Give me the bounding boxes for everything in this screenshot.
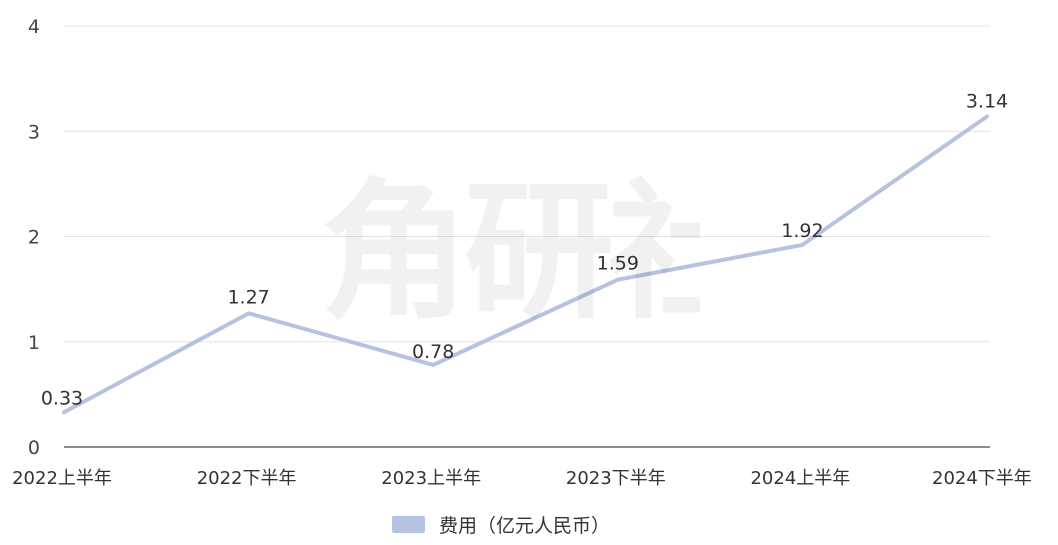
x-tick-label: 2022上半年 (12, 468, 112, 489)
x-tick-label: 2024下半年 (932, 468, 1032, 489)
data-point (985, 115, 989, 119)
data-point (800, 243, 804, 247)
y-axis-tick-labels: 0 1 2 3 4 (28, 16, 40, 459)
data-point (62, 410, 66, 414)
y-tick-label: 4 (28, 16, 40, 38)
grid-lines (64, 25, 990, 343)
y-tick-label: 2 (28, 227, 40, 249)
data-point (431, 363, 435, 367)
x-axis-tick-labels: 2022上半年 2022下半年 2023上半年 2023下半年 2024上半年 2024下… (12, 468, 1032, 489)
data-label: 0.78 (412, 341, 454, 363)
data-labels: 0.33 1.27 0.78 1.59 1.92 3.14 (41, 91, 1008, 410)
series-line (62, 114, 989, 415)
y-tick-label: 3 (28, 121, 40, 143)
data-label: 1.92 (781, 220, 823, 242)
data-label: 1.59 (597, 253, 639, 275)
data-point (247, 311, 251, 315)
legend-swatch (392, 515, 425, 533)
data-point (616, 278, 620, 282)
data-label: 1.27 (227, 286, 269, 308)
x-tick-label: 2023上半年 (381, 468, 481, 489)
x-tick-label: 2024上半年 (750, 468, 850, 489)
x-tick-label: 2023下半年 (566, 468, 666, 489)
data-label: 0.33 (41, 387, 83, 409)
legend[interactable]: 费用（亿元人民币） (392, 512, 611, 537)
y-tick-label: 1 (28, 332, 40, 354)
y-tick-label: 0 (28, 437, 40, 459)
x-tick-label: 2022下半年 (197, 468, 297, 489)
legend-label: 费用（亿元人民币） (439, 514, 611, 537)
series-layer (62, 114, 989, 415)
data-label: 3.14 (966, 91, 1008, 113)
watermark: 角研社 (320, 168, 700, 338)
